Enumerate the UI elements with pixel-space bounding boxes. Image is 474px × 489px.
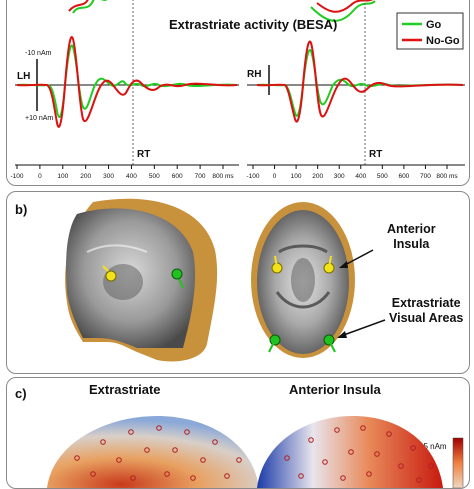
x-tick-label: 600 xyxy=(398,173,409,180)
cutoff-trace-green-right xyxy=(310,0,376,22)
insula-arrow xyxy=(342,249,374,267)
insula-annotation-line1: Anterior xyxy=(387,222,436,236)
electrode-marker xyxy=(334,427,340,433)
insula-source-dot-sagittal xyxy=(105,270,117,282)
colorbar-label: 15 nAm xyxy=(419,442,447,451)
visual-annotation-line2: Visual Areas xyxy=(389,311,464,325)
topomap-insula xyxy=(257,416,443,488)
rt-label-right: RT xyxy=(369,149,382,160)
legend-label-go: Go xyxy=(426,19,442,31)
lh-label: LH xyxy=(17,71,30,82)
electrode-marker xyxy=(236,457,242,463)
lh-trace-nogo xyxy=(16,36,238,128)
electrode-marker xyxy=(184,429,190,435)
x-tick-label: 500 xyxy=(149,173,160,180)
erp-waveform-figure: Extrastriate activity (BESA) Go No-Go -1… xyxy=(10,0,465,180)
electrode-marker xyxy=(100,439,106,445)
electrode-marker xyxy=(128,429,134,435)
figure-title: Extrastriate activity (BESA) xyxy=(169,17,337,32)
x-tick-label: 0 xyxy=(273,173,277,180)
x-ticks-left: -100 0 100 200 300 400 500 600 700 800 ms xyxy=(10,165,234,180)
brain-mri-figure xyxy=(65,198,386,362)
electrode-marker xyxy=(284,455,290,461)
x-tick-label: 500 xyxy=(377,173,388,180)
visual-annotation: Extrastriate Visual Areas xyxy=(389,296,463,326)
panel-c-label: c) xyxy=(15,386,27,401)
x-tick-label: 400 xyxy=(355,173,366,180)
topomap-extrastriate xyxy=(47,416,259,488)
rh-label: RH xyxy=(247,69,261,80)
axial-brain-image xyxy=(251,202,355,358)
insula-annotation: Anterior Insula xyxy=(387,222,436,252)
panel-c: c) Extrastriate Anterior Insula 15 nAm xyxy=(6,377,470,489)
x-tick-label: 100 xyxy=(291,173,302,180)
panel-b: b) xyxy=(6,191,470,374)
cutoff-trace-green xyxy=(72,0,108,14)
legend-label-nogo: No-Go xyxy=(426,35,460,47)
x-tick-label: 600 xyxy=(172,173,183,180)
colorbar xyxy=(452,437,464,488)
x-tick-label: 800 ms xyxy=(212,173,234,180)
x-tick-label: -100 xyxy=(10,173,23,180)
electrode-marker xyxy=(308,437,314,443)
x-tick-label: 300 xyxy=(103,173,114,180)
x-tick-label: 200 xyxy=(312,173,323,180)
x-tick-label: 400 xyxy=(126,173,137,180)
electrode-marker xyxy=(322,459,328,465)
x-tick-label: 700 xyxy=(195,173,206,180)
panel-b-label: b) xyxy=(15,202,28,217)
rh-trace-go xyxy=(256,49,464,117)
rh-trace-nogo xyxy=(256,40,464,123)
cutoff-trace-red-right xyxy=(316,0,374,13)
sagittal-head-image xyxy=(65,198,218,362)
x-tick-label: 700 xyxy=(420,173,431,180)
lh-trace-go xyxy=(16,44,238,119)
electrode-marker xyxy=(410,445,416,451)
legend: Go No-Go xyxy=(396,12,464,50)
insula-annotation-line2: Insula xyxy=(393,237,430,251)
visual-arrow xyxy=(340,319,386,337)
x-tick-label: 0 xyxy=(38,173,42,180)
topomap-title-extrastriate: Extrastriate xyxy=(89,382,161,397)
x-tick-label: 200 xyxy=(80,173,91,180)
scale-label-top: -10 nAm xyxy=(25,50,52,57)
electrode-marker xyxy=(428,463,434,469)
electrode-marker xyxy=(398,463,404,469)
electrode-marker xyxy=(172,447,178,453)
electrode-marker xyxy=(348,449,354,455)
electrode-marker xyxy=(212,439,218,445)
visual-annotation-line1: Extrastriate xyxy=(391,296,461,310)
electrode-marker xyxy=(360,425,366,431)
electrode-marker xyxy=(116,457,122,463)
cutoff-trace-red xyxy=(68,0,89,12)
x-tick-label: 100 xyxy=(57,173,68,180)
rt-label-left: RT xyxy=(137,149,150,160)
electrode-marker xyxy=(200,457,206,463)
topomap-title-insula: Anterior Insula xyxy=(289,382,381,397)
electrode-marker xyxy=(144,447,150,453)
panel-a: Extrastriate activity (BESA) Go No-Go -1… xyxy=(6,0,470,186)
electrode-marker xyxy=(74,455,80,461)
x-tick-label: 300 xyxy=(334,173,345,180)
electrode-marker xyxy=(374,451,380,457)
x-tick-label: 800 ms xyxy=(436,173,458,180)
visual-source-dot-sagittal xyxy=(171,268,183,280)
x-ticks-right: -100 0 100 200 300 400 500 600 700 800 ms xyxy=(246,165,458,180)
scale-label-bottom: +10 nAm xyxy=(25,115,53,122)
electrode-marker xyxy=(386,431,392,437)
electrode-marker xyxy=(156,425,162,431)
x-tick-label: -100 xyxy=(246,173,259,180)
topomap-figure xyxy=(47,416,464,488)
